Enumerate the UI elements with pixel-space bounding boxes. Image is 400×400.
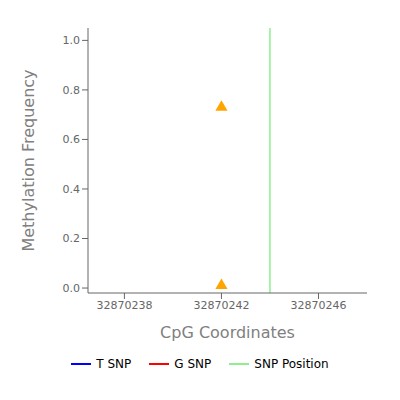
svg-text:1.0: 1.0 xyxy=(63,34,81,47)
svg-text:32870238: 32870238 xyxy=(96,299,152,312)
svg-text:32870246: 32870246 xyxy=(290,299,346,312)
svg-text:0.8: 0.8 xyxy=(63,84,81,97)
html-text:T SNP: T SNP xyxy=(96,357,132,371)
svg-text:0.2: 0.2 xyxy=(63,232,81,245)
svg-text:32870242: 32870242 xyxy=(193,299,249,312)
svg-text:0.6: 0.6 xyxy=(63,133,81,146)
html-text:SNP Position: SNP Position xyxy=(254,357,329,371)
svg-text:Methylation Frequency: Methylation Frequency xyxy=(19,69,38,251)
html-text:G SNP: G SNP xyxy=(174,357,212,371)
svg-text:CpG Coordinates: CpG Coordinates xyxy=(160,323,295,342)
svg-text:0.4: 0.4 xyxy=(63,183,81,196)
svg-text:0.0: 0.0 xyxy=(63,282,81,295)
